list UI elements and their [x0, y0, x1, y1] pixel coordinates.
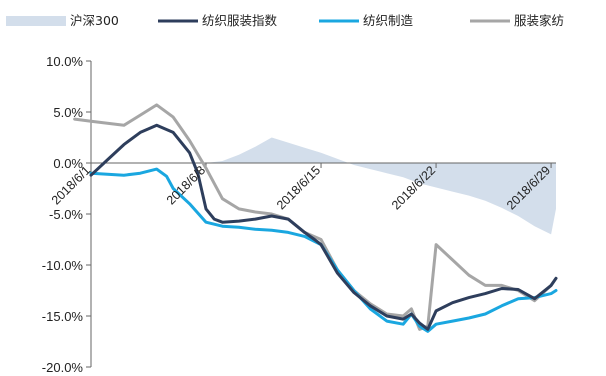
y-tick-label: -10.0% — [42, 258, 84, 273]
legend-swatch-area — [6, 16, 66, 26]
line-series — [73, 103, 558, 331]
area-series-layer — [91, 137, 556, 235]
y-tick-label: 5.0% — [53, 105, 83, 120]
y-tick-label: 0.0% — [53, 156, 83, 171]
x-tick-label: 2018/6/15 — [274, 163, 323, 212]
legend-label: 沪深300 — [70, 13, 119, 28]
legend-label: 服装家纺 — [514, 13, 564, 28]
axes: 10.0% 5.0% 0.0% -5.0% -10.0% -15.0% -20.0% — [42, 54, 556, 375]
area-series-hs300 — [91, 137, 556, 235]
legend: 沪深300 纺织服装指数 纺织制造 服装家纺 — [6, 13, 564, 28]
y-tick-label: -5.0% — [49, 207, 83, 222]
line-series — [89, 123, 558, 331]
y-tick-label: -20.0% — [42, 360, 84, 375]
y-tick-label: 10.0% — [46, 54, 83, 69]
legend-label: 纺织服装指数 — [202, 13, 278, 28]
line-series — [89, 167, 558, 333]
legend-label: 纺织制造 — [363, 13, 414, 28]
line-series-layer — [73, 103, 558, 333]
y-tick-label: -15.0% — [42, 309, 84, 324]
